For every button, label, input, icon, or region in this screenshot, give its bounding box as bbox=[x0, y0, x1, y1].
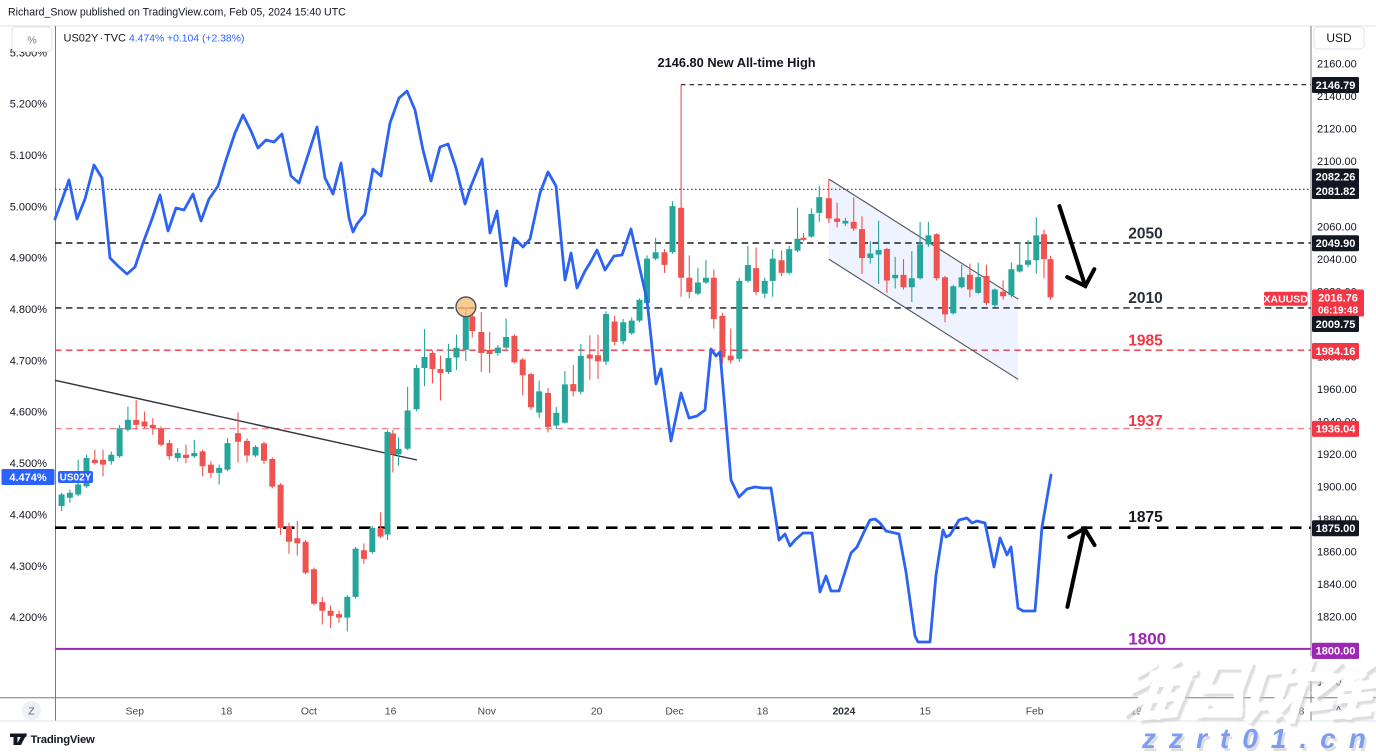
svg-text:1900.00: 1900.00 bbox=[1317, 482, 1357, 494]
svg-text:1936.04: 1936.04 bbox=[1316, 424, 1357, 436]
svg-text:Z: Z bbox=[28, 705, 35, 717]
svg-text:%: % bbox=[27, 35, 36, 47]
svg-text:4.600%: 4.600% bbox=[10, 407, 48, 419]
svg-text:15: 15 bbox=[919, 707, 931, 718]
svg-text:1800.00: 1800.00 bbox=[1316, 646, 1356, 658]
svg-text:4.300%: 4.300% bbox=[10, 561, 48, 573]
svg-text:A: A bbox=[1335, 704, 1342, 716]
svg-text:06:19:48: 06:19:48 bbox=[1318, 305, 1358, 316]
svg-text:2082.26: 2082.26 bbox=[1316, 171, 1356, 183]
svg-text:4.400%: 4.400% bbox=[10, 509, 48, 521]
svg-text:2120.00: 2120.00 bbox=[1317, 124, 1357, 136]
svg-text:Oct: Oct bbox=[301, 707, 317, 718]
svg-text:4.800%: 4.800% bbox=[10, 304, 48, 316]
svg-text:1984.16: 1984.16 bbox=[1316, 346, 1356, 358]
svg-text:1800: 1800 bbox=[1128, 630, 1166, 649]
svg-text:2010: 2010 bbox=[1128, 290, 1162, 307]
svg-text:1875.00: 1875.00 bbox=[1316, 523, 1356, 535]
svg-text:4.200%: 4.200% bbox=[10, 612, 48, 624]
svg-text:4.900%: 4.900% bbox=[10, 253, 48, 265]
svg-text:Sep: Sep bbox=[126, 707, 145, 718]
svg-text:Feb: Feb bbox=[1026, 707, 1044, 718]
svg-text:1985: 1985 bbox=[1128, 333, 1163, 350]
svg-text:16: 16 bbox=[385, 707, 397, 718]
svg-text:1937: 1937 bbox=[1128, 413, 1162, 430]
svg-text:2146.80 New All-time High: 2146.80 New All-time High bbox=[658, 55, 816, 70]
svg-text:18: 18 bbox=[221, 707, 233, 718]
svg-text:20: 20 bbox=[591, 707, 603, 718]
svg-text:5.200%: 5.200% bbox=[10, 99, 48, 111]
svg-text:2050: 2050 bbox=[1128, 226, 1162, 243]
svg-text:1840.00: 1840.00 bbox=[1317, 579, 1357, 591]
svg-text:+0.104 (+2.38%): +0.104 (+2.38%) bbox=[167, 33, 244, 44]
svg-text:2009.75: 2009.75 bbox=[1316, 319, 1356, 331]
svg-text:2081.82: 2081.82 bbox=[1316, 186, 1356, 198]
svg-text:zzrt01.cn: zzrt01.cn bbox=[1143, 726, 1376, 754]
svg-text:1860.00: 1860.00 bbox=[1317, 547, 1357, 559]
svg-text:5.100%: 5.100% bbox=[10, 150, 48, 162]
svg-text:US02Y: US02Y bbox=[60, 473, 92, 484]
svg-text:2100.00: 2100.00 bbox=[1317, 156, 1357, 168]
svg-text:4.474%: 4.474% bbox=[9, 472, 47, 484]
svg-text:2140.00: 2140.00 bbox=[1317, 91, 1357, 103]
svg-text:2146.79: 2146.79 bbox=[1316, 80, 1356, 92]
svg-text:1820.00: 1820.00 bbox=[1317, 612, 1357, 624]
svg-text:TVC: TVC bbox=[104, 32, 126, 44]
svg-text:4.474%: 4.474% bbox=[129, 33, 164, 44]
svg-text:18: 18 bbox=[757, 707, 769, 718]
svg-text:2049.90: 2049.90 bbox=[1316, 238, 1356, 250]
svg-text:Dec: Dec bbox=[665, 707, 683, 718]
svg-text:4.700%: 4.700% bbox=[10, 355, 48, 367]
svg-text:·: · bbox=[100, 32, 104, 44]
svg-text:4.500%: 4.500% bbox=[10, 458, 48, 470]
svg-text:2016.76: 2016.76 bbox=[1318, 292, 1358, 304]
svg-text:zzrt01.cn: zzrt01.cn bbox=[1141, 723, 1376, 754]
svg-text:1875: 1875 bbox=[1128, 509, 1163, 526]
svg-text:2040.00: 2040.00 bbox=[1317, 254, 1357, 266]
svg-text:Richard_Snow published on Trad: Richard_Snow published on TradingView.co… bbox=[8, 7, 346, 19]
svg-text:TradingView: TradingView bbox=[31, 734, 96, 746]
svg-text:USD: USD bbox=[1326, 31, 1352, 45]
svg-text:2160.00: 2160.00 bbox=[1317, 59, 1357, 71]
svg-text:Nov: Nov bbox=[478, 707, 497, 718]
svg-text:XAUUSD: XAUUSD bbox=[1264, 293, 1309, 305]
svg-text:2024: 2024 bbox=[832, 707, 855, 718]
svg-text:2060.00: 2060.00 bbox=[1317, 221, 1357, 233]
svg-text:US02Y: US02Y bbox=[64, 32, 100, 44]
svg-text:1960.00: 1960.00 bbox=[1317, 384, 1357, 396]
svg-text:1920.00: 1920.00 bbox=[1317, 449, 1357, 461]
svg-text:5.000%: 5.000% bbox=[10, 201, 48, 213]
